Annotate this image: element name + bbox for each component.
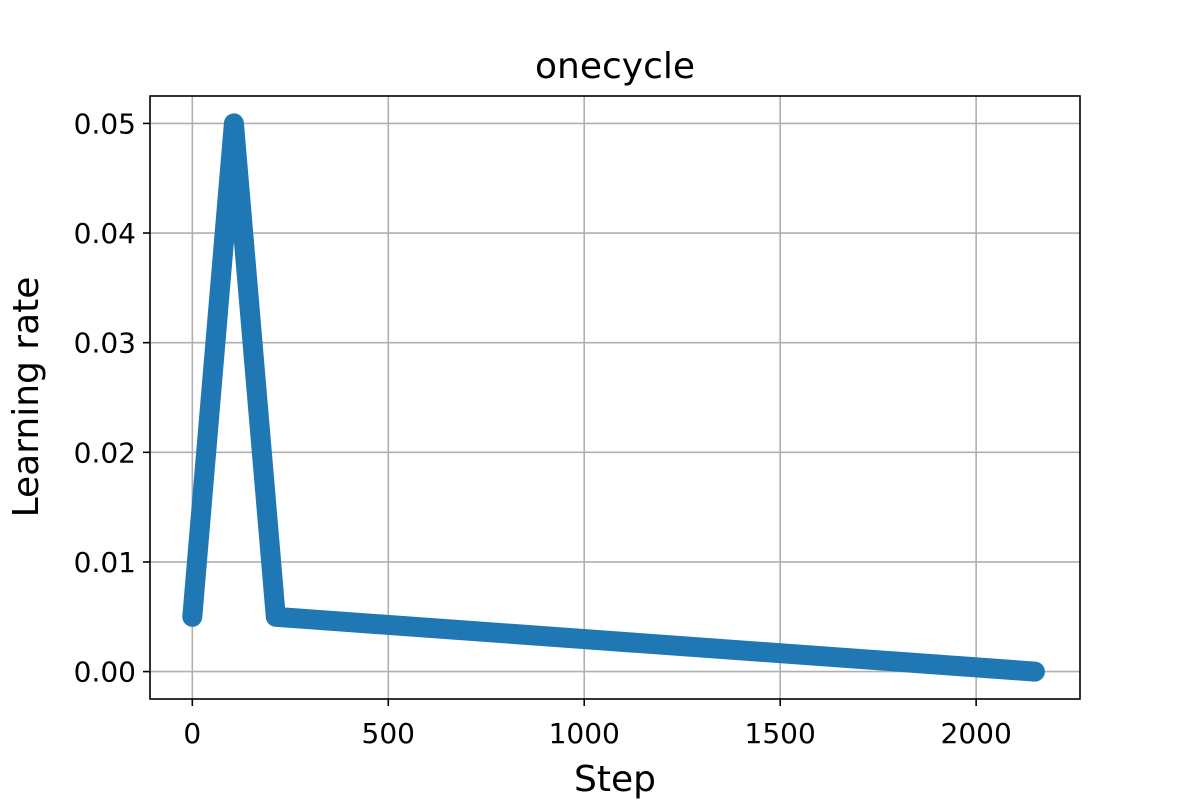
plot-area	[150, 96, 1080, 699]
x-axis-ticks: 0 500 1000 1500 2000	[183, 699, 1012, 750]
series-layer	[182, 113, 1045, 682]
x-tick-label: 2000	[941, 717, 1012, 750]
x-tick-label: 500	[362, 717, 415, 750]
series-point	[1032, 669, 1037, 674]
series-line-0	[182, 113, 1045, 682]
y-tick-label: 0.00	[74, 656, 136, 689]
series-point	[231, 121, 236, 126]
grid	[150, 96, 1080, 699]
x-tick-label: 1500	[745, 717, 816, 750]
y-tick-label: 0.03	[74, 327, 136, 360]
y-tick-label: 0.02	[74, 436, 136, 469]
plot-frame	[149, 95, 1081, 700]
x-tick-label: 0	[183, 717, 201, 750]
x-axis-label: Step	[574, 759, 656, 800]
y-axis-label: Learning rate	[6, 277, 47, 518]
y-tick-label: 0.04	[74, 217, 136, 250]
y-tick-label: 0.01	[74, 546, 136, 579]
chart-title: onecycle	[535, 46, 695, 87]
x-tick-label: 1000	[549, 717, 620, 750]
y-axis-ticks: 0.00 0.01 0.02 0.03 0.04 0.05	[74, 107, 150, 689]
y-tick-label: 0.05	[74, 107, 136, 140]
series-point	[190, 614, 195, 619]
series-point	[273, 614, 278, 619]
